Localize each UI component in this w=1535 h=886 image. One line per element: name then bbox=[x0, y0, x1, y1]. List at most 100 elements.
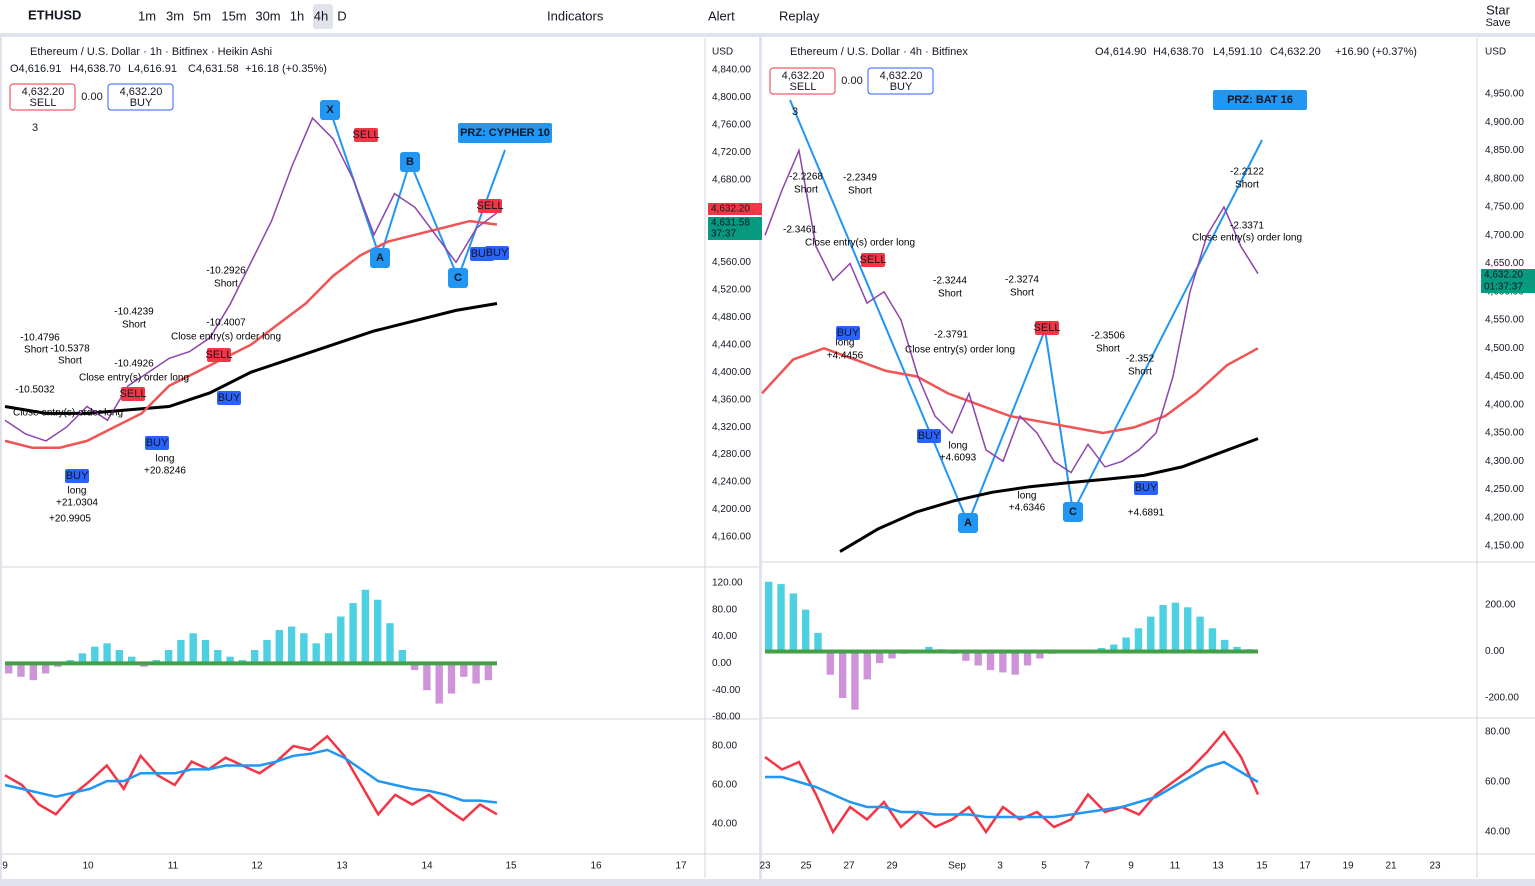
axis-tick-label: 4,520.00 bbox=[712, 284, 751, 295]
signal-tag-label: BUY bbox=[218, 392, 241, 404]
axis-tick-label: 4,320.00 bbox=[712, 422, 751, 433]
signal-label: Short bbox=[848, 186, 872, 197]
histogram-bar bbox=[974, 651, 982, 666]
ohlc-value: C4,631.58 bbox=[188, 63, 239, 75]
price-tag bbox=[1481, 281, 1535, 293]
interval[interactable]: 15m bbox=[221, 8, 246, 23]
histogram-bar bbox=[386, 623, 394, 664]
signal-label: long bbox=[68, 486, 87, 497]
indicators-button[interactable]: Indicators bbox=[547, 8, 604, 23]
pattern-point-label: B bbox=[406, 156, 414, 168]
axis-tick-label: 0.00 bbox=[712, 658, 732, 669]
time-label: 23 bbox=[1429, 861, 1441, 872]
time-label: 16 bbox=[590, 861, 602, 872]
histogram-bar bbox=[814, 632, 822, 652]
time-label: 3 bbox=[997, 861, 1003, 872]
histogram-bar bbox=[986, 651, 995, 671]
price-tag bbox=[708, 203, 762, 215]
signal-label: long bbox=[1018, 491, 1037, 502]
time-label: 15 bbox=[1256, 861, 1268, 872]
buy-button[interactable] bbox=[867, 67, 934, 95]
axis-tick-label: 4,200.00 bbox=[712, 504, 751, 515]
signal-tag bbox=[861, 253, 885, 267]
prz-label: PRZ: BAT 16 bbox=[1227, 94, 1293, 106]
buy-button[interactable] bbox=[107, 83, 174, 111]
series-line bbox=[4, 302, 498, 415]
histogram-bar bbox=[863, 651, 871, 680]
histogram-bar bbox=[888, 651, 896, 659]
legend-count: 3 bbox=[792, 106, 798, 118]
star-button[interactable]: Star bbox=[1486, 2, 1511, 17]
axis-tick-label: 4,360.00 bbox=[712, 394, 751, 405]
histogram-bar bbox=[1171, 602, 1180, 652]
ohlc-value: L4,616.91 bbox=[128, 63, 177, 75]
interval[interactable]: 1h bbox=[290, 8, 304, 23]
axis-tick-label: 4,250.00 bbox=[1485, 484, 1524, 495]
sell-price: 4,632.20 bbox=[782, 70, 825, 82]
series-line bbox=[764, 729, 1260, 835]
axis-tick-label: 4,300.00 bbox=[1485, 456, 1524, 467]
legend-count: 3 bbox=[32, 122, 38, 134]
interval[interactable]: 3m bbox=[166, 8, 184, 23]
time-label: Sep bbox=[948, 861, 966, 872]
interval[interactable]: 4h bbox=[314, 8, 328, 23]
histogram-bar bbox=[374, 599, 382, 664]
axis-tick-label: 4,900.00 bbox=[1485, 117, 1524, 128]
signal-label: -2.2122 bbox=[1230, 167, 1264, 178]
sell-button[interactable] bbox=[9, 83, 76, 111]
time-label: 9 bbox=[2, 861, 8, 872]
histogram-bar bbox=[925, 646, 933, 652]
signal-label: +4.4456 bbox=[827, 351, 864, 362]
histogram-bar bbox=[410, 663, 419, 671]
replay-button[interactable]: Replay bbox=[779, 8, 820, 23]
axis-tick-label: 4,550.00 bbox=[1485, 315, 1524, 326]
histogram-bar bbox=[324, 633, 333, 664]
signal-label: Close entry(s) order long bbox=[171, 332, 281, 343]
signal-tag-label: BUY bbox=[1135, 482, 1158, 494]
signal-label: long bbox=[156, 454, 175, 465]
histogram-bar bbox=[1147, 616, 1155, 652]
time-label: 12 bbox=[251, 861, 263, 872]
axis-tick-label: 4,500.00 bbox=[1485, 343, 1524, 354]
sell-button[interactable] bbox=[769, 67, 836, 95]
histogram-bar bbox=[177, 639, 185, 664]
histogram-bar bbox=[17, 663, 25, 677]
signal-label: -2.3791 bbox=[934, 330, 968, 341]
interval[interactable]: 30m bbox=[255, 8, 280, 23]
spread: 0.00 bbox=[841, 75, 862, 87]
axis-tick-label: 4,650.00 bbox=[1485, 258, 1524, 269]
signal-tag-label: SELL bbox=[860, 254, 887, 266]
histogram-bar bbox=[447, 663, 456, 694]
symbol[interactable]: ETHUSD bbox=[28, 7, 81, 22]
right-panel bbox=[762, 37, 1535, 879]
time-label: 17 bbox=[675, 861, 687, 872]
axis-tick-label: 120.00 bbox=[712, 578, 743, 589]
interval[interactable]: 1m bbox=[138, 8, 156, 23]
signal-label: Close entry(s) order long bbox=[79, 373, 189, 384]
buy-label: BUY bbox=[130, 97, 153, 109]
histogram-bar bbox=[765, 581, 773, 652]
histogram-bar bbox=[1023, 651, 1032, 666]
time-label: 7 bbox=[1084, 861, 1090, 872]
axis-tick-label: 40.00 bbox=[712, 631, 737, 642]
histogram-bar bbox=[801, 609, 810, 652]
alert-button[interactable]: Alert bbox=[708, 8, 735, 23]
signal-label: Short bbox=[938, 289, 962, 300]
axis-tick-label: 4,700.00 bbox=[1485, 230, 1524, 241]
series-line bbox=[4, 116, 498, 442]
axis-tick-label: 4,800.00 bbox=[1485, 173, 1524, 184]
histogram-bar bbox=[1036, 651, 1044, 659]
histogram-bar bbox=[875, 651, 884, 664]
interval[interactable]: 5m bbox=[193, 8, 211, 23]
histogram-bar bbox=[103, 643, 111, 664]
price-tag bbox=[708, 228, 762, 240]
interval[interactable]: D bbox=[337, 8, 346, 23]
histogram-bar bbox=[115, 650, 124, 664]
signal-label: -2.352 bbox=[1126, 354, 1155, 365]
chart-title: Ethereum / U.S. Dollar · 4h · Bitfinex bbox=[790, 46, 968, 58]
signal-label: -10.4796 bbox=[20, 333, 60, 344]
histogram-bar bbox=[251, 650, 259, 664]
axis-tick-label: 4,280.00 bbox=[712, 449, 751, 460]
axis-tick-label: 80.00 bbox=[1485, 727, 1510, 738]
